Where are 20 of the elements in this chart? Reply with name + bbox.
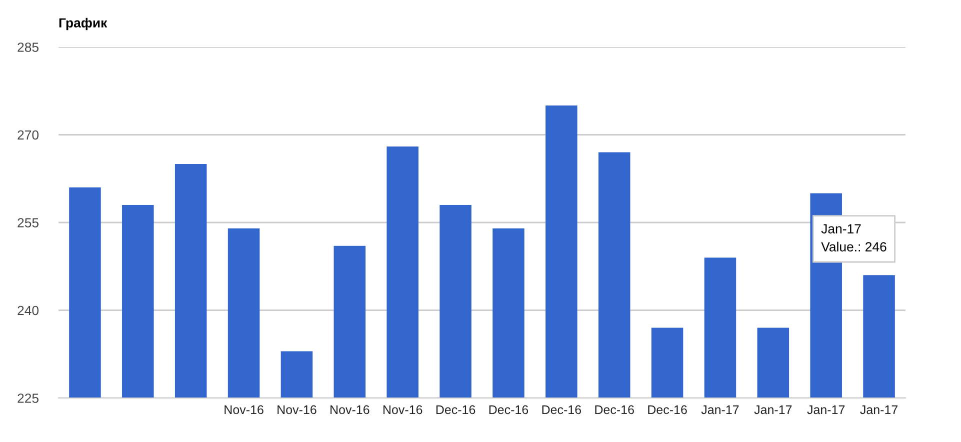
x-tick-label: Nov-16 xyxy=(224,405,264,414)
x-tick-label: Nov-16 xyxy=(278,405,316,414)
x-tick-label: Dec-16 xyxy=(648,405,687,414)
chart-title: График xyxy=(59,18,108,30)
x-tick-label: Dec-16 xyxy=(542,405,582,414)
y-tick-label: 270 xyxy=(18,130,39,140)
x-tick-label: Dec-16 xyxy=(595,405,634,414)
x-tick-label: Jan-17 xyxy=(807,405,845,414)
y-tick-label: 240 xyxy=(18,306,39,316)
y-tick-label: 225 xyxy=(18,394,39,403)
x-tick-label: Dec-16 xyxy=(489,405,528,414)
x-tick-label: Jan-17 xyxy=(701,405,739,414)
x-tick-label: Nov-16 xyxy=(383,405,422,414)
annotation: Jan-17 Value.: 246 xyxy=(821,224,886,252)
y-tick-label: 285 xyxy=(18,42,39,52)
x-tick-label: Jan-17 xyxy=(754,405,792,414)
y-tick-label: 255 xyxy=(18,218,39,228)
x-tick-label: Nov-16 xyxy=(330,405,370,414)
x-tick-label: Jan-17 xyxy=(860,405,898,414)
x-tick-label: Dec-16 xyxy=(436,405,476,414)
